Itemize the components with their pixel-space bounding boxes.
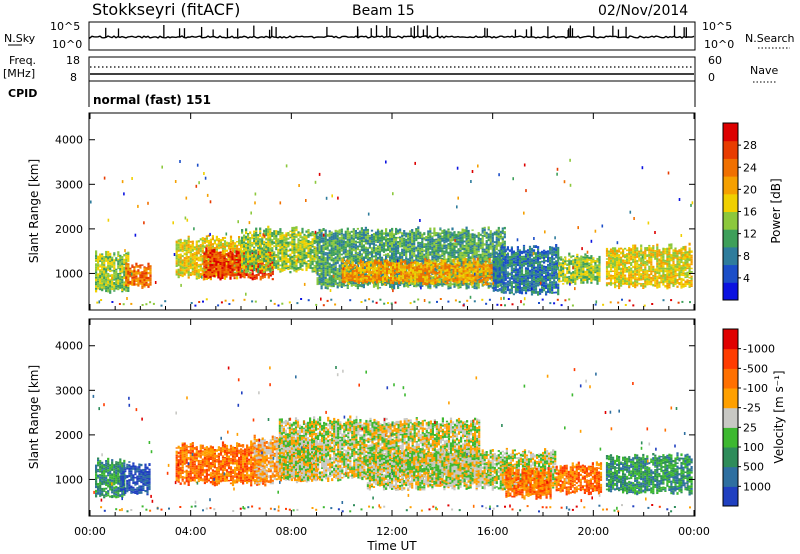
nave-label: Nave (750, 64, 778, 77)
colorbar-segment (723, 348, 738, 369)
ytick-label: 2000 (55, 223, 83, 236)
colorbar-segment (723, 486, 738, 507)
xtick-label: 04:00 (175, 525, 207, 538)
colorbar-segment (723, 193, 738, 212)
xtick-label: 12:00 (376, 525, 408, 538)
nave-top-tick: 60 (708, 54, 722, 67)
nsearch-bottom-tick: 10^0 (704, 38, 734, 51)
date-title: 02/Nov/2014 (598, 3, 688, 19)
xtick-label: 20:00 (577, 525, 609, 538)
colorbar-segment (723, 388, 738, 409)
ytick-label: 1000 (55, 473, 83, 486)
xtick-label: 00:00 (678, 525, 710, 538)
power-panel: Slant Range [km] 1000 2000 3000 4000 4 8 12 16… (27, 112, 783, 311)
colorbar-tick-label: -1000 (743, 343, 775, 356)
station-title: Stokkseyri (fitACF) (92, 0, 240, 19)
colorbar-segment (723, 427, 738, 448)
colorbar-tick-label: -500 (743, 362, 768, 375)
colorbar-tick-label: 100 (743, 441, 764, 454)
colorbar-segment (723, 246, 738, 266)
colorbar-tick-label: 8 (743, 250, 750, 263)
colorbar-tick-label: 500 (743, 461, 764, 474)
freq-panel: Freq. [MHz] 18 8 60 0 Nave (3, 54, 778, 84)
colorbar-segment (723, 368, 738, 389)
colorbar-segment (723, 329, 738, 350)
nsky-top-tick: 10^5 (50, 20, 80, 33)
beam-title: Beam 15 (352, 3, 415, 19)
velocity-colorbar-label: Velocity [m s⁻¹] (772, 370, 786, 463)
nsky-bottom-tick: 10^0 (52, 38, 82, 51)
x-axis-label: Time UT (366, 539, 417, 553)
colorbar-tick-label: -100 (743, 382, 768, 395)
nsearch-top-tick: 10^5 (702, 20, 732, 33)
freq-top-tick: 18 (66, 54, 80, 67)
velocity-ylabel: Slant Range [km] (27, 365, 41, 469)
ytick-label: 3000 (55, 384, 83, 397)
ytick-label: 4000 (55, 340, 83, 353)
colorbar-tick-label: -25 (743, 402, 761, 415)
nsky-label: N.Sky (4, 32, 36, 45)
freq-bottom-tick: 8 (70, 71, 77, 84)
xtick-label: 16:00 (477, 525, 509, 538)
colorbar-tick-label: 28 (743, 139, 757, 152)
nsearch-label: N.Search (745, 32, 795, 45)
xtick-label: 08:00 (275, 525, 307, 538)
cpid-value: normal (fast) 151 (93, 93, 211, 107)
ytick-label: 1000 (55, 267, 83, 280)
colorbar-tick-label: 12 (743, 228, 757, 241)
velocity-panel: Slant Range [km] 1000 2000 3000 4000 1000 50… (27, 113, 786, 553)
colorbar-segment (723, 229, 738, 248)
xtick-label: 00:00 (74, 525, 106, 538)
ytick-label: 3000 (55, 178, 83, 191)
colorbar-segment (723, 123, 738, 142)
colorbar-segment (723, 282, 738, 301)
colorbar-segment (723, 447, 738, 468)
colorbar-segment (723, 407, 738, 428)
colorbar-segment (723, 158, 738, 177)
colorbar-tick-label: 1000 (743, 480, 771, 493)
nave-bottom-tick: 0 (708, 71, 715, 84)
power-colorbar-label: Power [dB] (769, 178, 783, 243)
colorbar-segment (723, 466, 738, 487)
cpid-label: CPID (8, 87, 37, 100)
colorbar-tick-label: 20 (743, 183, 757, 196)
colorbar-tick-label: 4 (743, 272, 750, 285)
colorbar-tick-label: 16 (743, 206, 757, 219)
power-ylabel: Slant Range [km] (27, 159, 41, 263)
freq-label: Freq. (9, 54, 36, 67)
colorbar-segment (723, 264, 738, 283)
power-colorbar: 4 8 12 16 20 24 28 (722, 122, 757, 301)
colorbar-segment (723, 211, 738, 230)
power-heatmap (90, 158, 694, 307)
colorbar-tick-label: 25 (743, 421, 757, 434)
nsky-panel: N.Sky 10^5 10^0 N.Search 10^5 10^0 (4, 20, 795, 51)
cpid-panel: CPID normal (fast) 151 (8, 81, 696, 107)
freq-unit: [MHz] (3, 67, 35, 80)
velocity-heatmap (92, 366, 693, 513)
colorbar-segment (723, 140, 738, 159)
velocity-colorbar: 1000 500 100 25 -25 -100 -500 -1000 (722, 328, 775, 507)
colorbar-segment (723, 176, 738, 195)
ytick-label: 2000 (55, 429, 83, 442)
colorbar-tick-label: 24 (743, 161, 757, 174)
ytick-label: 4000 (55, 134, 83, 147)
